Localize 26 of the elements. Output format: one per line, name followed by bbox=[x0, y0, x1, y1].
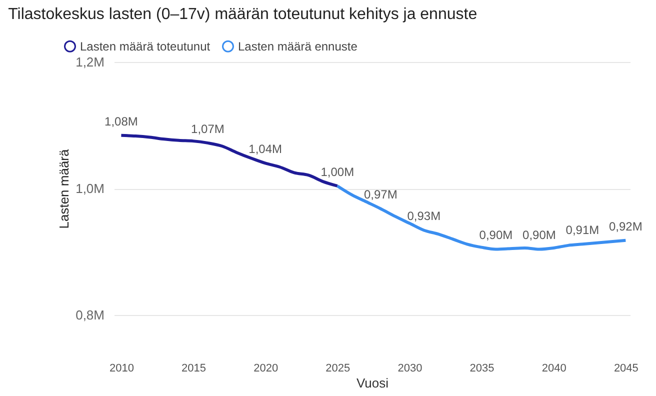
x-tick-label: 2035 bbox=[470, 362, 494, 374]
x-tick-label: 2025 bbox=[326, 362, 350, 374]
y-axis-title: Lasten määrä bbox=[56, 148, 72, 229]
data-label: 0,92M bbox=[608, 219, 642, 234]
y-tick-label: 0,8M bbox=[76, 308, 104, 322]
data-label: 1,08M bbox=[104, 114, 138, 128]
data-label: 1,00M bbox=[320, 164, 354, 179]
data-label: 1,04M bbox=[248, 142, 282, 156]
legend-label: Lasten määrä toteutunut bbox=[80, 39, 211, 54]
x-tick-label: 2020 bbox=[254, 362, 278, 374]
x-tick-label: 2030 bbox=[398, 362, 422, 374]
y-tick-label: 1,2M bbox=[76, 54, 104, 70]
legend-label: Lasten määrä ennuste bbox=[238, 39, 358, 54]
x-tick-label: 2045 bbox=[614, 362, 638, 374]
x-axis-title: Vuosi bbox=[356, 376, 389, 390]
chart-title: Tilastokeskus lasten (0–17v) määrän toteutunut kehitys ja ennuste bbox=[8, 6, 478, 23]
data-label: 0,90M bbox=[479, 228, 513, 242]
data-label: 1,07M bbox=[191, 122, 224, 136]
x-tick-label: 2015 bbox=[182, 362, 206, 374]
data-label: 0,93M bbox=[407, 209, 441, 224]
data-label: 0,97M bbox=[364, 188, 398, 202]
data-label: 0,90M bbox=[522, 228, 556, 242]
y-tick-label: 1,0M bbox=[76, 181, 104, 196]
data-label: 0,91M bbox=[566, 223, 600, 238]
x-tick-label: 2010 bbox=[109, 362, 134, 374]
x-tick-label: 2040 bbox=[542, 362, 566, 374]
